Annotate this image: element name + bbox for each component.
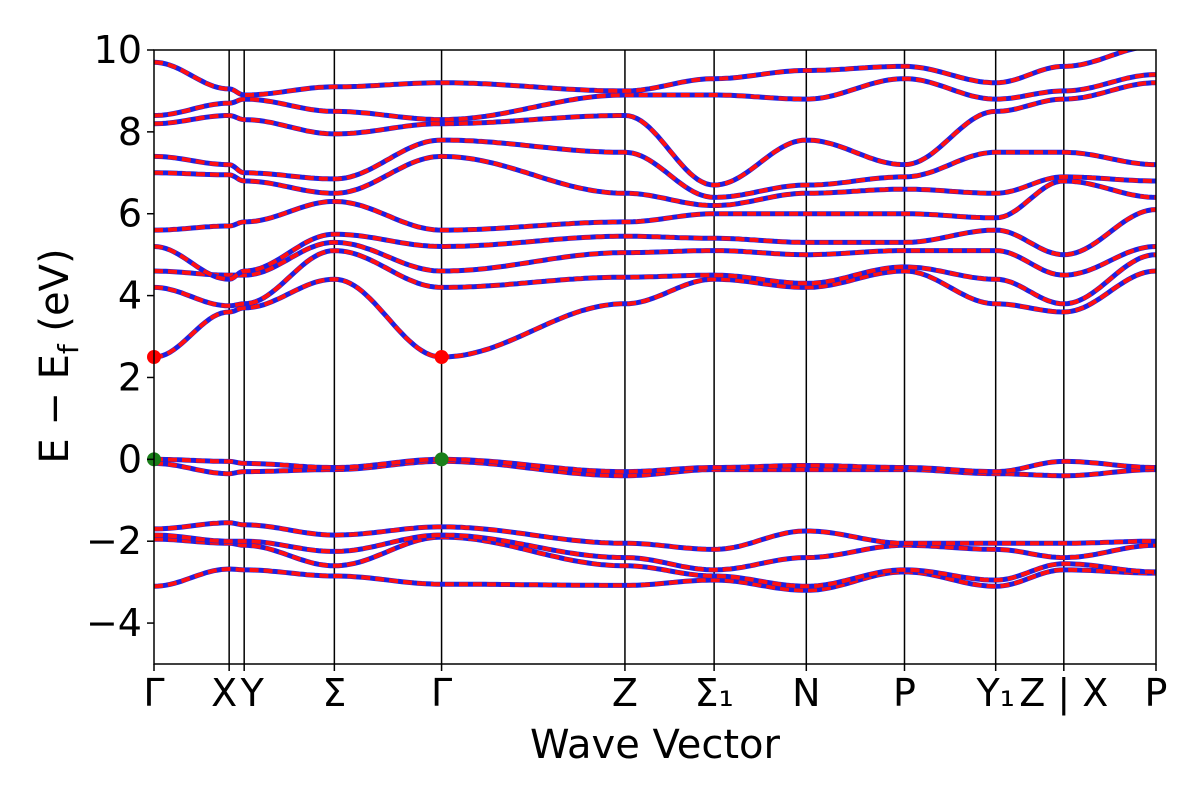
y-tick-label: 8 [118, 110, 142, 154]
band-line-red [154, 533, 1156, 572]
x-axis-ticks: Γ X Y Σ Γ Z Σ₁ N P Y₁ Z | X P [143, 664, 1167, 716]
x-tick-label: P [893, 671, 916, 715]
band-lines [154, 50, 1156, 593]
x-tick-label: Σ₁ [694, 671, 733, 715]
x-tick-label: Σ [322, 671, 346, 715]
x-tick-label: Z [612, 671, 638, 715]
band-line-red [154, 178, 1156, 233]
y-tick-label: −4 [86, 601, 142, 645]
band-line-red [154, 138, 1156, 200]
y-axis-ticks: 10 8 6 4 2 0 −2 −4 [86, 28, 154, 645]
y-tick-label: 0 [118, 437, 142, 481]
x-tick-label: Z | X [1019, 671, 1108, 716]
band-line-red [154, 566, 1156, 593]
band-line-red [154, 72, 1156, 122]
x-tick-label: P [1145, 671, 1168, 715]
y-tick-label: −2 [86, 519, 142, 563]
x-tick-label: Γ [143, 671, 164, 715]
extremum-marker [434, 452, 449, 467]
band-line-red [154, 154, 1156, 208]
band-line-red [154, 207, 1156, 282]
x-tick-label: Y [240, 671, 265, 715]
x-tick-label: N [792, 671, 820, 715]
band-line-red [154, 457, 1156, 474]
band-line-red [154, 268, 1156, 360]
plot-frame [153, 49, 1157, 665]
band-line-red [154, 50, 1138, 97]
x-tick-label: X [211, 671, 237, 715]
band-line-red [154, 535, 1156, 589]
y-axis-title-subscript: f [52, 343, 85, 354]
y-axis-title-main: E − E [32, 354, 78, 464]
y-tick-label: 4 [118, 274, 142, 318]
y-tick-label: 10 [94, 28, 142, 72]
x-tick-label: Y₁ [975, 671, 1014, 715]
extremum-marker [434, 350, 449, 364]
band-line-red [154, 80, 1156, 188]
band-line-red [154, 520, 1156, 552]
plot-area [154, 50, 1156, 664]
x-axis-title: Wave Vector [530, 722, 781, 768]
y-tick-label: 2 [118, 355, 142, 399]
y-tick-label: 6 [118, 192, 142, 236]
y-axis-title-unit: (eV) [32, 248, 78, 344]
band-line-red [154, 240, 1156, 278]
y-axis-title: E − Ef (eV) [32, 248, 85, 463]
x-tick-label: Γ [431, 671, 452, 715]
band-line-red [154, 248, 1156, 308]
